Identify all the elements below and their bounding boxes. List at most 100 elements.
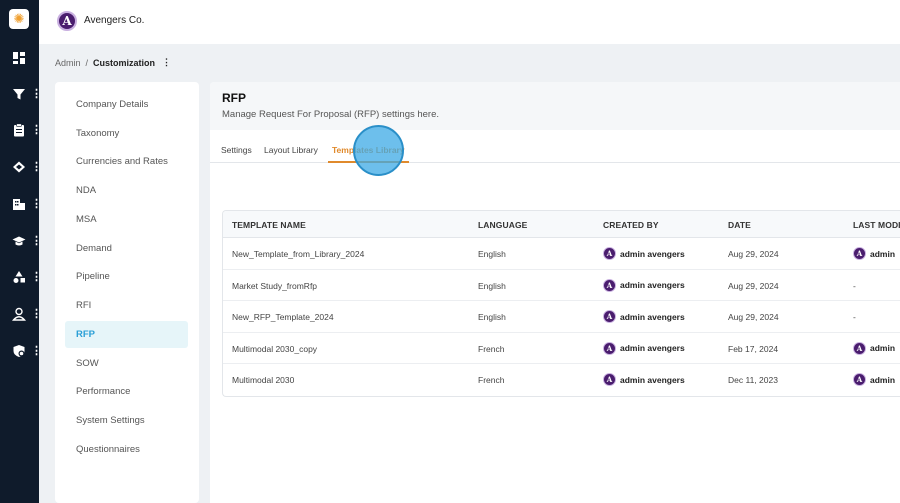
company-logo-icon[interactable]: A [57,11,77,31]
rail-item-admin[interactable]: ⋮ [0,341,42,361]
main-panel: RFP Manage Request For Proposal (RFP) se… [210,82,900,503]
graduation-cap-icon [12,236,26,246]
menu-item-system-settings[interactable]: System Settings [76,415,145,426]
clipboard-icon [14,123,24,137]
avatar: A [603,247,616,260]
table-row[interactable]: New_Template_from_Library_2024 English A… [223,238,900,270]
cell-language: English [478,280,506,291]
cell-date: Aug 29, 2024 [728,249,779,259]
created-by-name: admin avengers [620,280,685,290]
menu-item-questionnaires[interactable]: Questionnaires [76,444,140,455]
breadcrumb: Admin / Customization ⋮ [55,57,171,68]
rail-item-clipboard[interactable]: ⋮ [0,120,42,140]
avatar: A [853,373,866,386]
menu-item-performance[interactable]: Performance [76,386,131,397]
templates-table: TEMPLATE NAME LANGUAGE CREATED BY DATE L… [222,210,900,397]
menu-item-company-details[interactable]: Company Details [76,99,149,110]
cell-template-name: Multimodal 2030_copy [232,343,318,354]
menu-item-taxonomy[interactable]: Taxonomy [76,128,120,139]
dashboard-icon [13,52,25,64]
rail-item-handshake[interactable]: ⋮ [0,157,42,177]
click-indicator [353,125,404,176]
column-header-language[interactable]: LANGUAGE [478,220,528,230]
last-modified-name: admin [870,343,896,353]
app-logo-icon[interactable]: ✺ [9,9,29,29]
icon-rail: ✺ ⋮ ⋮ ⋮ ⋮ ⋮ ⋮ ⋮ ⋮ [0,0,42,503]
panel-header: RFP Manage Request For Proposal (RFP) se… [210,82,900,130]
menu-item-sow[interactable]: SOW [76,358,99,369]
cell-template-name: New_Template_from_Library_2024 [232,249,365,259]
avatar: A [853,247,866,260]
cell-language: English [478,312,506,322]
menu-item-pipeline[interactable]: Pipeline [76,271,110,282]
breadcrumb-separator: / [85,57,89,68]
column-header-template-name[interactable]: TEMPLATE NAME [232,220,306,230]
created-by-name: admin avengers [620,343,685,353]
menu-item-currencies[interactable]: Currencies and Rates [76,156,168,167]
menu-item-msa[interactable]: MSA [76,214,97,225]
cell-last-modified: - [853,312,856,322]
page-subtitle: Manage Request For Proposal (RFP) settin… [222,109,440,120]
filter-icon [13,89,25,100]
handshake-icon [13,161,25,173]
company-name: Avengers Co. [84,15,145,26]
cell-language: French [478,375,505,385]
settings-menu: Company Details Taxonomy Currencies and … [55,82,199,503]
created-by-name: admin avengers [620,311,685,322]
avatar: A [603,373,616,386]
breadcrumb-current: Customization [93,57,156,68]
more-dots-icon[interactable]: ⋮ [31,197,42,210]
cell-template-name: Market Study_fromRfp [232,280,318,291]
rail-item-dashboard[interactable] [0,48,39,68]
cell-language: English [478,249,506,259]
more-dots-icon[interactable]: ⋮ [31,344,42,357]
more-dots-icon[interactable]: ⋮ [31,234,42,247]
rail-item-users[interactable]: ⋮ [0,304,42,324]
menu-item-demand[interactable]: Demand [76,243,112,254]
avatar: A [603,278,616,292]
menu-item-rfi[interactable]: RFI [76,300,92,311]
column-header-date[interactable]: DATE [728,220,751,230]
rail-item-training[interactable]: ⋮ [0,231,42,251]
cell-date: Aug 29, 2024 [728,280,779,291]
building-icon [13,199,25,210]
last-modified-name: admin [870,374,896,385]
column-header-created-by[interactable]: CREATED BY [603,220,659,230]
cell-last-modified: - [853,280,856,291]
column-header-last-modified[interactable]: LAST MODI [853,220,900,230]
top-header: A Avengers Co. [39,0,900,44]
menu-item-rfp[interactable]: RFP [65,321,188,348]
rail-item-shapes[interactable]: ⋮ [0,267,42,287]
avatar: A [603,310,616,323]
more-dots-icon[interactable]: ⋮ [31,270,42,283]
avatar: A [603,341,616,355]
user-icon [12,307,26,321]
breadcrumb-admin[interactable]: Admin [55,57,81,68]
menu-item-nda[interactable]: NDA [76,185,97,196]
breadcrumb-more-icon[interactable]: ⋮ [162,57,172,67]
shapes-icon [13,271,25,283]
last-modified-name: admin [870,248,896,259]
table-header: TEMPLATE NAME LANGUAGE CREATED BY DATE L… [223,211,900,238]
cell-template-name: Multimodal 2030 [232,375,295,385]
more-dots-icon[interactable]: ⋮ [31,87,42,100]
tab-settings[interactable]: Settings [221,145,252,155]
more-dots-icon[interactable]: ⋮ [31,160,42,173]
more-dots-icon[interactable]: ⋮ [31,307,42,320]
cell-date: Feb 17, 2024 [728,343,779,354]
more-dots-icon[interactable]: ⋮ [31,123,42,136]
cell-template-name: New_RFP_Template_2024 [232,312,334,322]
rail-item-building[interactable]: ⋮ [0,194,42,214]
rail-item-filter[interactable]: ⋮ [0,84,42,104]
tab-layout-library[interactable]: Layout Library [264,145,318,155]
created-by-name: admin avengers [620,374,685,385]
